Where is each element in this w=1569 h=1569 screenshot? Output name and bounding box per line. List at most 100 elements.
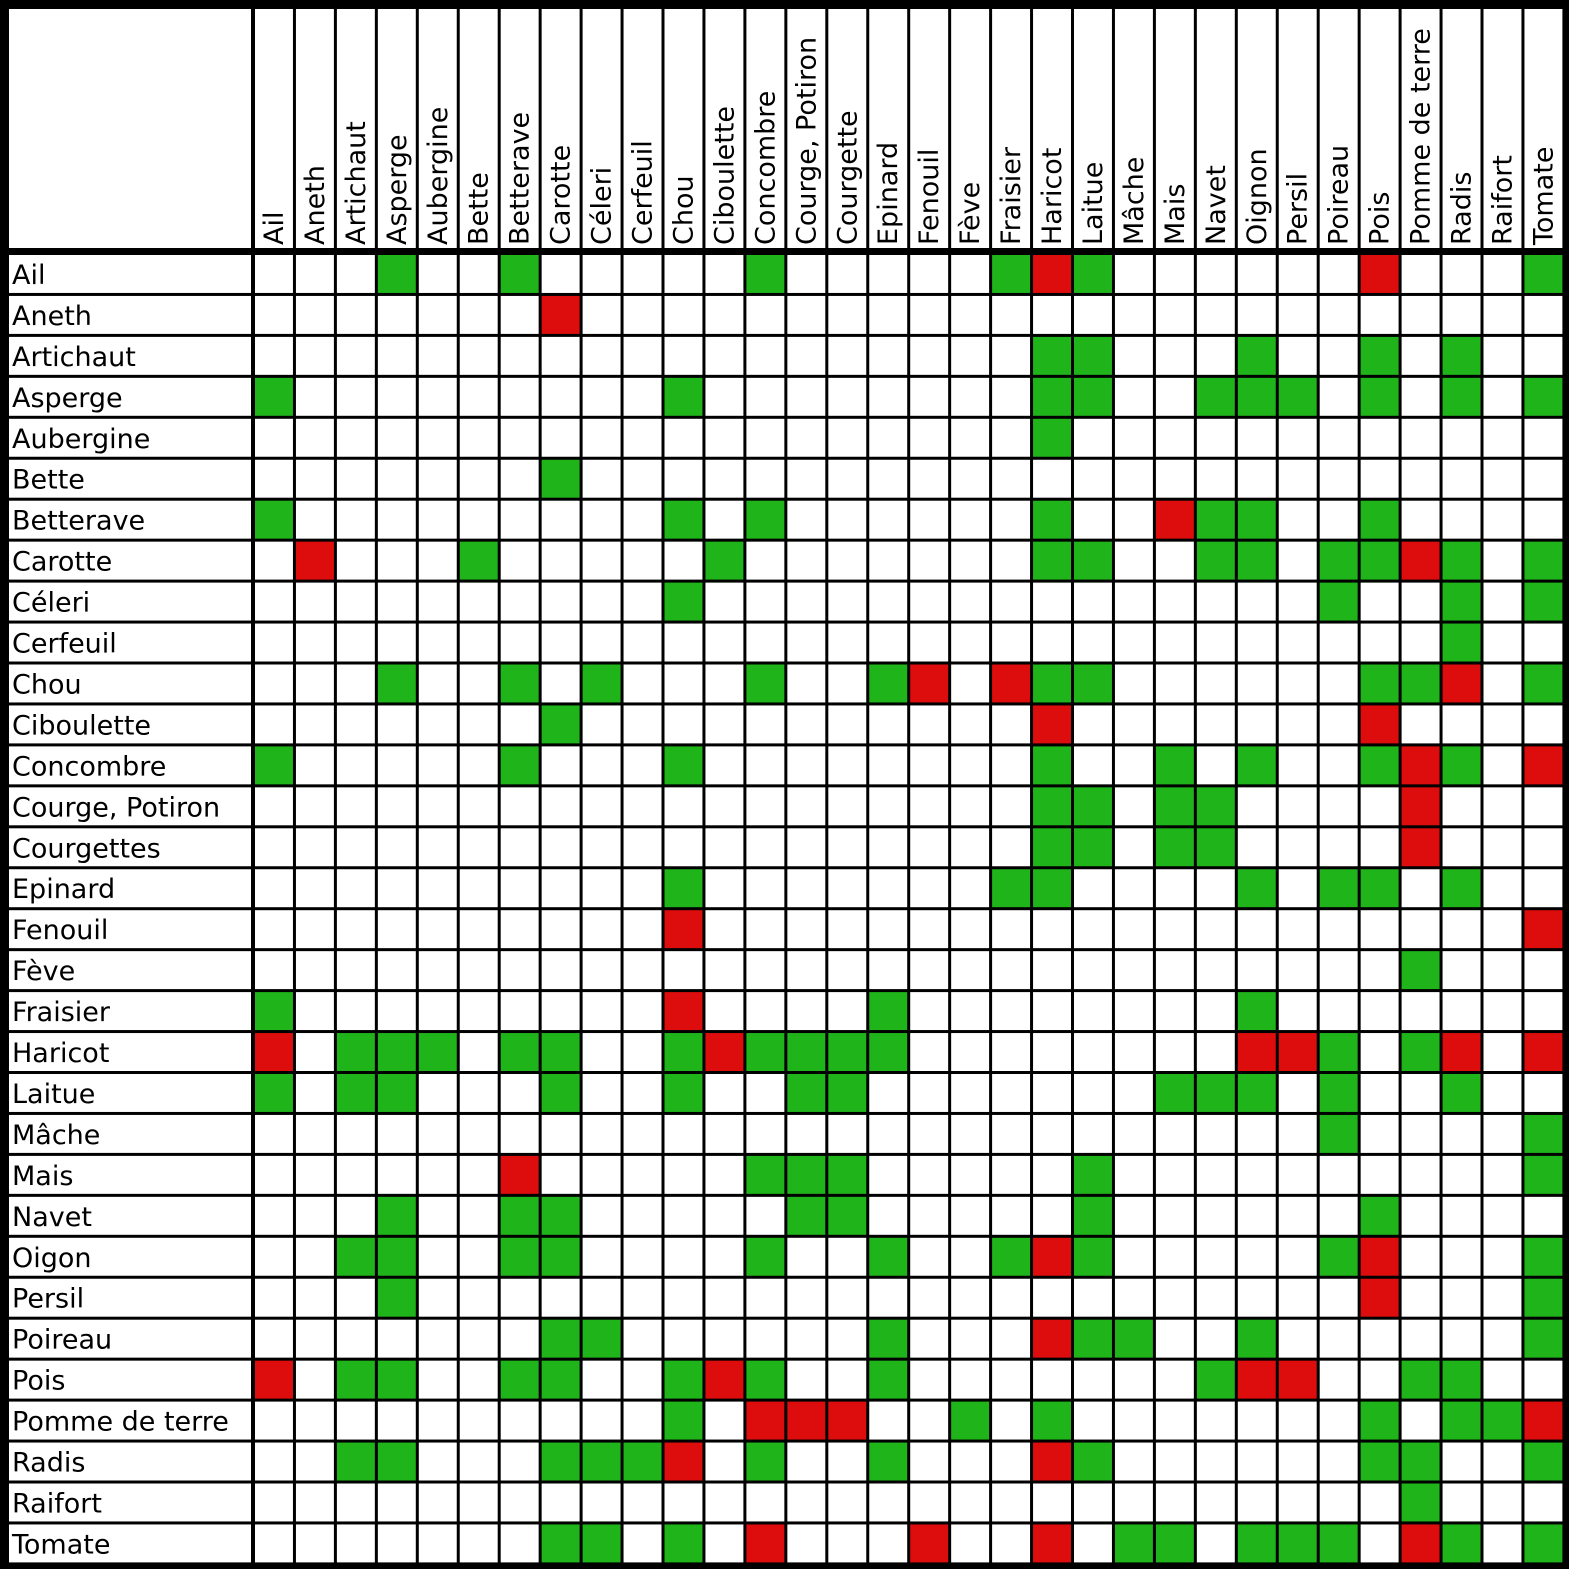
- cell-bad: [1033, 1524, 1071, 1563]
- row-label: Courge, Potiron: [12, 792, 220, 823]
- cell-empty: [459, 1360, 498, 1399]
- cell-empty: [869, 1196, 908, 1235]
- cell-empty: [1114, 1360, 1153, 1399]
- cell-empty: [705, 1237, 744, 1276]
- column-label: Concombre: [750, 91, 781, 245]
- cell-empty: [992, 418, 1031, 457]
- cell-empty: [541, 869, 580, 908]
- cell-empty: [1114, 1196, 1153, 1235]
- cell-empty: [869, 541, 908, 580]
- cell-empty: [869, 746, 908, 785]
- cell-good: [1401, 1033, 1440, 1071]
- column-header-cell: [1155, 9, 1194, 248]
- cell-empty: [1278, 910, 1317, 949]
- cell-empty: [377, 1524, 416, 1563]
- cell-empty: [1483, 1155, 1522, 1194]
- cell-empty: [1483, 377, 1522, 416]
- column-header-cell: [336, 9, 375, 248]
- cell-empty: [582, 828, 621, 867]
- column-label: Ciboulette: [709, 106, 740, 245]
- row-header-cell: [9, 1319, 251, 1358]
- cell-good: [1237, 541, 1276, 580]
- cell-empty: [255, 705, 293, 744]
- cell-empty: [1196, 1442, 1235, 1481]
- row-header-cell: [9, 1196, 251, 1235]
- cell-bad: [500, 1155, 539, 1194]
- cell-empty: [459, 951, 498, 990]
- cell-empty: [459, 255, 498, 293]
- cell-empty: [1524, 787, 1563, 826]
- row-label: Fraisier: [12, 997, 111, 1028]
- column-header-cell: [623, 9, 662, 248]
- cell-empty: [992, 1074, 1031, 1112]
- cell-empty: [1114, 787, 1153, 826]
- cell-bad: [1033, 1442, 1071, 1481]
- cell-empty: [1114, 1442, 1153, 1481]
- cell-empty: [664, 1196, 703, 1235]
- cell-empty: [746, 705, 785, 744]
- cell-good: [541, 1319, 580, 1358]
- cell-empty: [910, 705, 949, 744]
- cell-empty: [705, 1074, 744, 1112]
- cell-empty: [255, 1483, 293, 1522]
- cell-empty: [1319, 623, 1358, 662]
- cell-empty: [828, 500, 867, 539]
- cell-empty: [1442, 1442, 1481, 1481]
- cell-good: [1074, 1155, 1112, 1194]
- cell-empty: [1360, 459, 1399, 498]
- cell-empty: [459, 1401, 498, 1440]
- cell-empty: [705, 418, 744, 457]
- cell-empty: [910, 377, 949, 416]
- cell-good: [1074, 255, 1112, 293]
- cell-bad: [910, 1524, 949, 1563]
- cell-empty: [951, 910, 990, 949]
- cell-bad: [1360, 1237, 1399, 1276]
- cell-good: [1033, 869, 1071, 908]
- cell-empty: [459, 705, 498, 744]
- cell-empty: [255, 1319, 293, 1358]
- cell-empty: [869, 336, 908, 375]
- cell-empty: [377, 336, 416, 375]
- cell-empty: [1401, 623, 1440, 662]
- cell-empty: [418, 255, 457, 293]
- cell-empty: [1114, 418, 1153, 457]
- cell-empty: [418, 541, 457, 580]
- cell-good: [1360, 1442, 1399, 1481]
- cell-good: [1401, 1483, 1440, 1522]
- cell-empty: [1074, 746, 1112, 785]
- cell-empty: [582, 459, 621, 498]
- row-label: Aubergine: [12, 424, 150, 455]
- cell-empty: [828, 377, 867, 416]
- cell-empty: [787, 295, 826, 334]
- cell-empty: [869, 418, 908, 457]
- cell-empty: [1074, 295, 1112, 334]
- cell-empty: [1196, 910, 1235, 949]
- cell-empty: [418, 828, 457, 867]
- cell-empty: [418, 1155, 457, 1194]
- cell-empty: [992, 746, 1031, 785]
- cell-empty: [459, 295, 498, 334]
- row-header-cell: [9, 1483, 251, 1522]
- cell-good: [1237, 336, 1276, 375]
- cell-good: [1442, 582, 1481, 621]
- row-header-cell: [9, 705, 251, 744]
- cell-empty: [459, 664, 498, 703]
- cell-empty: [1401, 705, 1440, 744]
- cell-empty: [1524, 418, 1563, 457]
- cell-empty: [705, 1196, 744, 1235]
- cell-empty: [828, 1483, 867, 1522]
- cell-empty: [705, 1155, 744, 1194]
- cell-empty: [623, 295, 662, 334]
- cell-empty: [295, 1196, 334, 1235]
- cell-empty: [951, 1237, 990, 1276]
- cell-empty: [377, 377, 416, 416]
- cell-empty: [500, 541, 539, 580]
- cell-empty: [1155, 1196, 1194, 1235]
- cell-empty: [418, 582, 457, 621]
- cell-empty: [500, 336, 539, 375]
- cell-empty: [1155, 1483, 1194, 1522]
- cell-empty: [1483, 828, 1522, 867]
- cell-empty: [746, 623, 785, 662]
- cell-good: [1524, 582, 1563, 621]
- cell-empty: [910, 910, 949, 949]
